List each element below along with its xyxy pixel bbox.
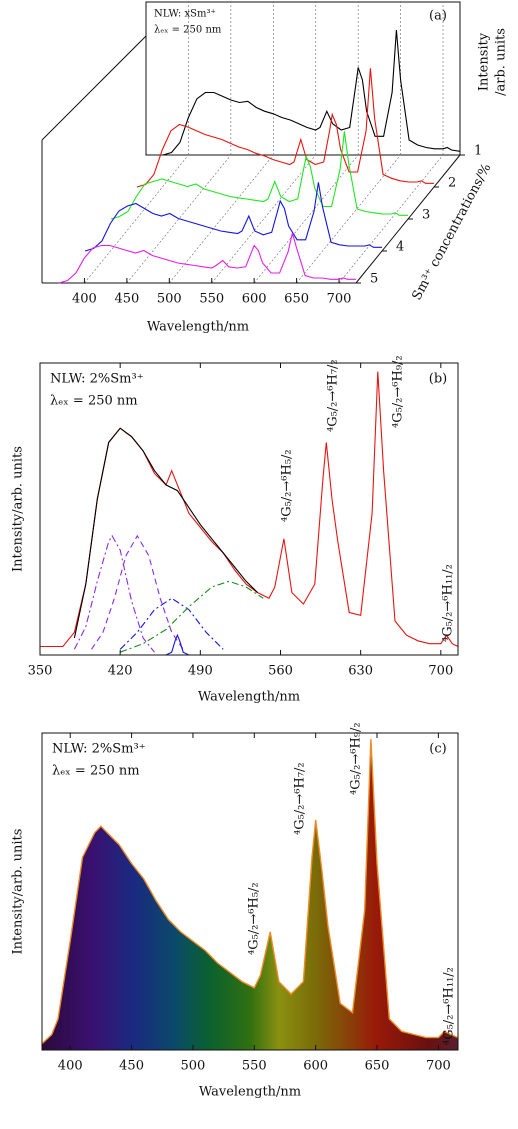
x-tick-label: 400 xyxy=(58,1059,83,1074)
x-axis-label: Wavelength/nm xyxy=(199,1085,301,1100)
panel-label: (a) xyxy=(429,9,447,24)
peak-label: ⁴G₅/₂→⁶H₉/₂ xyxy=(391,355,406,428)
grid-line xyxy=(211,154,316,284)
annotation: λₑₓ = 250 nm xyxy=(154,25,222,36)
spectrum-line xyxy=(119,597,224,650)
peak-label: ⁴G₅/₂→⁶H₉/₂ xyxy=(349,722,364,795)
x-tick-label: 500 xyxy=(181,1059,206,1074)
spectrum-line xyxy=(58,232,356,284)
x-tick-label: 550 xyxy=(199,292,224,307)
z-tick-label: 5 xyxy=(370,272,378,287)
peak-label: ⁴G₅/₂→⁶H₅/₂ xyxy=(280,449,295,522)
x-tick-label: 490 xyxy=(188,664,213,679)
y-axis-label: /arb. units xyxy=(494,28,509,96)
x-tick-label: 450 xyxy=(119,1059,144,1074)
x-tick-label: 420 xyxy=(108,664,133,679)
spectrum-fill xyxy=(42,739,458,1050)
spectrum-line xyxy=(110,131,408,220)
wall-edge xyxy=(41,35,147,141)
x-tick-label: 700 xyxy=(327,292,352,307)
plot-frame xyxy=(39,362,459,656)
plot-frame xyxy=(41,732,459,1051)
x-tick-label: 550 xyxy=(242,1059,267,1074)
x-tick-label: 650 xyxy=(284,292,309,307)
x-tick-label: 600 xyxy=(242,292,267,307)
spectrum-line xyxy=(73,427,258,639)
z-tick-label: 4 xyxy=(396,240,404,255)
z-tick-label: 3 xyxy=(422,208,430,223)
x-tick-label: 350 xyxy=(28,664,53,679)
x-tick-label: 560 xyxy=(268,664,293,679)
spectrum-line xyxy=(84,182,382,252)
annotation: λₑₓ = 250 nm xyxy=(52,764,140,779)
z-tick-label: 2 xyxy=(448,176,456,191)
x-tick-label: 450 xyxy=(114,292,139,307)
x-tick-label: 500 xyxy=(157,292,182,307)
spectrum-line xyxy=(165,633,190,656)
y-axis-label: Intensity/arb. units xyxy=(11,446,26,572)
annotation: NLW: xSm³⁺ xyxy=(154,9,216,20)
peak-label: ⁴G₅/₂→⁶H₇/₂ xyxy=(293,762,308,835)
x-axis-label: Wavelength/nm xyxy=(198,690,300,705)
spectrum-line xyxy=(136,68,434,188)
x-tick-label: 700 xyxy=(426,1059,451,1074)
grid-line xyxy=(296,154,401,284)
x-tick-label: 400 xyxy=(72,292,97,307)
peak-label: ⁴G₅/₂→⁶H₁₁/₂ xyxy=(442,967,457,1045)
panel-label: (c) xyxy=(429,742,446,757)
peak-label: ⁴G₅/₂→⁶H₇/₂ xyxy=(326,359,341,432)
panel-label: (b) xyxy=(429,372,447,387)
grid-line xyxy=(338,154,444,284)
grid-line xyxy=(169,154,274,284)
peak-label: ⁴G₅/₂→⁶H₅/₂ xyxy=(247,882,262,955)
back-wall xyxy=(145,1,461,156)
grid-line xyxy=(126,154,232,284)
spectrum-line xyxy=(162,29,461,156)
x-axis-label: Wavelength/nm xyxy=(147,320,249,335)
spectrum-line xyxy=(73,534,155,653)
grid-line xyxy=(84,154,189,284)
x-tick-label: 600 xyxy=(303,1059,328,1074)
y-axis-label: Intensity/arb. units xyxy=(11,829,26,955)
spectrum-line xyxy=(120,580,264,653)
grid-line xyxy=(253,154,359,284)
z-tick-label: 1 xyxy=(474,144,482,159)
x-tick-label: 700 xyxy=(428,664,453,679)
x-tick-label: 630 xyxy=(348,664,373,679)
annotation: NLW: 2%Sm³⁺ xyxy=(52,742,146,757)
y-axis-label: Intensity xyxy=(477,32,492,91)
x-tick-label: 650 xyxy=(365,1059,390,1074)
spectrum-line xyxy=(41,739,459,1045)
spectrum-line xyxy=(91,534,184,650)
peak-label: ⁴G₅/₂→⁶H₁₁/₂ xyxy=(441,564,456,642)
annotation: λₑₓ = 250 nm xyxy=(50,394,138,409)
annotation: NLW: 2%Sm³⁺ xyxy=(50,372,144,387)
